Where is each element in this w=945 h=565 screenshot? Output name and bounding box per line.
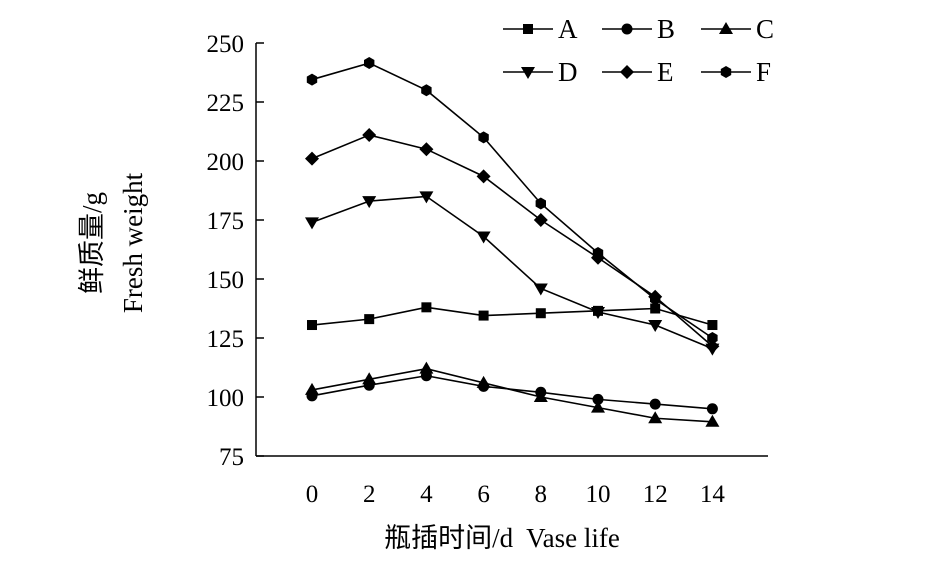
series-c-point [648, 411, 663, 424]
series-group [305, 57, 720, 427]
y-tick-label: 125 [207, 326, 245, 353]
series-f-point [535, 197, 546, 210]
series-c-point [591, 400, 605, 413]
y-ticks: 75 100 125 150 175 200 225 250 0 2 4 6 8 10 12 14 [207, 31, 726, 508]
series-b-point [706, 403, 718, 415]
series-e-point [419, 142, 434, 157]
legend-marker-b [621, 23, 633, 35]
x-tick-label: 4 [420, 481, 433, 508]
legend-item-e: E [602, 57, 674, 87]
legend-item-d: D [503, 57, 578, 87]
series-a-point [307, 320, 317, 331]
legend-label-b: B [657, 14, 675, 44]
series-a-point [535, 308, 546, 319]
series-f-point [592, 247, 604, 260]
series-d-point [476, 231, 491, 244]
series-d-point [591, 307, 605, 320]
y-tick-label: 150 [207, 267, 245, 294]
series-e-point [362, 128, 377, 143]
series-b-point [649, 398, 661, 410]
series-c-point [419, 361, 434, 374]
x-tick-label: 6 [477, 481, 490, 508]
series-e-point [705, 339, 720, 354]
legend-item-b: B [602, 14, 675, 44]
series-c-point [533, 390, 548, 402]
series-c-line [311, 367, 713, 423]
series-a-point [707, 320, 718, 331]
axes [255, 43, 768, 457]
series-f-point [650, 293, 661, 306]
legend-label-f: F [756, 57, 771, 87]
x-tick-label: 14 [700, 481, 726, 508]
series-f-point [306, 73, 318, 86]
legend-marker-c [719, 22, 733, 34]
legend-marker-f [720, 66, 732, 78]
x-tick-label: 0 [306, 481, 319, 508]
series-d-point [362, 196, 377, 209]
series-e-point [305, 151, 319, 166]
x-tick-label: 10 [586, 481, 611, 508]
series-f-point [364, 57, 375, 70]
series-c [305, 361, 720, 427]
legend-marker-d [521, 67, 535, 79]
series-a-point [478, 310, 489, 321]
legend-label-a: A [558, 14, 578, 44]
legend-marker-a [523, 24, 533, 34]
y-tick-label: 75 [219, 444, 244, 471]
x-tick-label: 12 [643, 481, 668, 508]
series-c-point [476, 375, 491, 388]
x-axis-title: 瓶插时间/d Vase life [384, 523, 620, 553]
series-e-point [476, 169, 491, 184]
legend-label-c: C [756, 14, 774, 44]
series-d-point [305, 217, 319, 230]
series-f-point [707, 332, 718, 344]
series-a-point [364, 314, 375, 325]
legend-item-f: F [701, 57, 771, 87]
series-d [305, 191, 720, 356]
series-a-line [311, 306, 713, 326]
series-d-line [311, 195, 713, 350]
series-c-point [705, 414, 720, 427]
series-a-point [650, 303, 661, 314]
series-d-point [419, 191, 434, 204]
legend-item-a: A [503, 14, 578, 44]
y-tick-label: 225 [207, 90, 245, 117]
x-tick-label: 8 [535, 481, 548, 508]
legend-marker-e [620, 65, 634, 79]
series-d-point [648, 320, 663, 333]
series-d-point [533, 283, 548, 296]
series-f [306, 57, 718, 344]
y-tick-label: 100 [207, 385, 245, 412]
legend-label-d: D [558, 57, 578, 87]
y-tick-label: 250 [207, 31, 245, 58]
y-axis-title-chinese: 鲜质量/g [77, 192, 107, 294]
series-e-point [533, 213, 548, 227]
y-tick-label: 200 [207, 149, 245, 176]
series-f-line [311, 62, 713, 339]
y-tick-label: 175 [207, 208, 245, 235]
legend-item-c: C [701, 14, 774, 44]
legend-label-e: E [657, 57, 674, 87]
series-c-point [305, 382, 319, 395]
series-f-point [421, 84, 432, 97]
series-f-point [478, 131, 489, 144]
legend: A B C D E F [503, 14, 774, 87]
series-e-line [311, 134, 713, 347]
y-axis-title-english: Fresh weight [118, 172, 148, 313]
series-b-point [592, 393, 604, 405]
x-tick-label: 2 [363, 481, 376, 508]
series-a-point [421, 302, 432, 313]
series-c-point [362, 372, 377, 385]
